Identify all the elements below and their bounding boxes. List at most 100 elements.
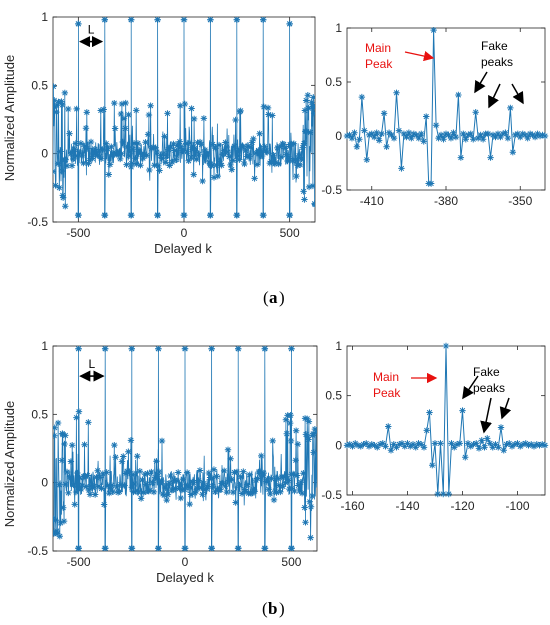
b-left-ytick-label: 0.5	[31, 407, 48, 421]
a-left-point	[171, 147, 178, 154]
a-left-point	[54, 160, 62, 167]
a-left-point	[76, 149, 83, 157]
a-left-point	[310, 110, 315, 117]
b-right-point	[517, 443, 524, 450]
a-left-point	[62, 156, 69, 163]
b-left-point	[283, 430, 290, 437]
a-main-peak-label-line1: Main	[365, 41, 391, 55]
a-left-point	[208, 162, 215, 169]
a-left-point	[155, 162, 162, 170]
a-left-point	[161, 133, 168, 140]
a-right-point	[435, 134, 442, 142]
b-left-point	[263, 478, 270, 485]
b-left-point	[172, 485, 179, 492]
b-left-point	[83, 483, 90, 490]
a-left-point	[298, 155, 305, 163]
a-left-point	[105, 171, 112, 178]
b-right-point	[541, 442, 549, 449]
a-left-point	[176, 102, 184, 109]
a-left-point	[277, 153, 285, 161]
b-right-point	[423, 427, 430, 434]
b-right-point	[409, 441, 417, 448]
a-left-point	[53, 83, 57, 90]
b-left-point	[137, 495, 145, 502]
b-right-xtick-label: -100	[505, 499, 529, 513]
b-left-xtick-label: 500	[281, 555, 301, 569]
a-right-ytick-label: 0.5	[325, 75, 342, 89]
a-left-point	[53, 182, 59, 189]
b-left-point	[103, 469, 110, 476]
a-right-point	[522, 131, 529, 139]
b-left-point	[122, 470, 130, 477]
a-left-point	[280, 141, 287, 148]
a-right-series	[343, 26, 549, 187]
a-right-point	[353, 143, 361, 150]
b-right-point	[429, 462, 436, 469]
b-left-point	[258, 452, 265, 460]
b-right-point	[470, 441, 477, 448]
a-left-point	[111, 99, 118, 107]
b-left-point	[93, 474, 100, 481]
b-left-point	[150, 488, 158, 496]
a-left-point	[58, 167, 66, 175]
a-left-point	[224, 148, 232, 156]
a-left-point	[123, 161, 130, 168]
a-right-point	[479, 136, 487, 143]
a-left-point	[175, 140, 182, 148]
a-left-point	[58, 98, 65, 105]
a-left-point	[204, 150, 211, 158]
a-left-point	[307, 129, 314, 136]
panel-b-right-chart: -160 -140 -120 -100 -0.5 0 0.5 1	[321, 339, 549, 513]
a-left-point	[106, 161, 114, 168]
a-right-ytick-label: 1	[335, 21, 342, 35]
b-left-point	[298, 490, 306, 497]
a-left-point	[56, 184, 63, 191]
a-left-point	[214, 172, 222, 180]
b-left-point	[174, 469, 182, 476]
a-left-line	[53, 19, 315, 216]
b-left-point	[117, 481, 124, 488]
b-right-point	[440, 490, 447, 498]
b-left-point	[236, 481, 243, 489]
b-right-point	[365, 443, 373, 450]
a-right-point	[356, 136, 363, 143]
a-left-point	[104, 145, 111, 153]
b-right-xtick-label: -160	[340, 499, 364, 513]
b-left-point	[181, 486, 188, 493]
a-right-point	[524, 134, 531, 142]
a-left-point	[217, 160, 224, 167]
a-left-point	[144, 131, 152, 138]
a-left-point	[118, 100, 126, 108]
a-left-point	[68, 162, 76, 169]
b-left-point	[259, 472, 266, 479]
a-left-point	[65, 105, 72, 113]
b-left-point	[104, 482, 112, 489]
b-left-series	[53, 346, 317, 551]
b-right-point	[503, 441, 510, 448]
b-left-point	[286, 485, 293, 493]
b-left-point	[305, 436, 312, 443]
a-left-point	[176, 138, 183, 145]
a-left-point	[248, 139, 256, 146]
b-left-point	[222, 483, 229, 490]
a-left-point	[103, 140, 110, 147]
a-left-point	[59, 194, 67, 201]
a-left-point	[181, 100, 189, 108]
b-left-point	[192, 487, 200, 495]
a-right-point	[432, 122, 440, 129]
b-fake-peaks-label-line1: Fake	[473, 365, 500, 379]
b-left-point	[125, 448, 132, 455]
a-left-point	[129, 146, 137, 153]
b-fake-peaks-label-line2: peaks	[473, 381, 505, 395]
a-left-point	[62, 203, 69, 210]
b-left-point	[59, 431, 66, 438]
b-right-point	[376, 441, 384, 448]
a-right-point	[507, 104, 514, 112]
b-left-point	[77, 485, 85, 493]
b-left-point	[76, 474, 84, 482]
a-right-point	[472, 109, 479, 116]
b-left-point	[182, 481, 190, 489]
a-right-point	[385, 129, 393, 136]
b-left-point	[112, 454, 119, 461]
b-left-neg-peak-point	[208, 545, 215, 551]
